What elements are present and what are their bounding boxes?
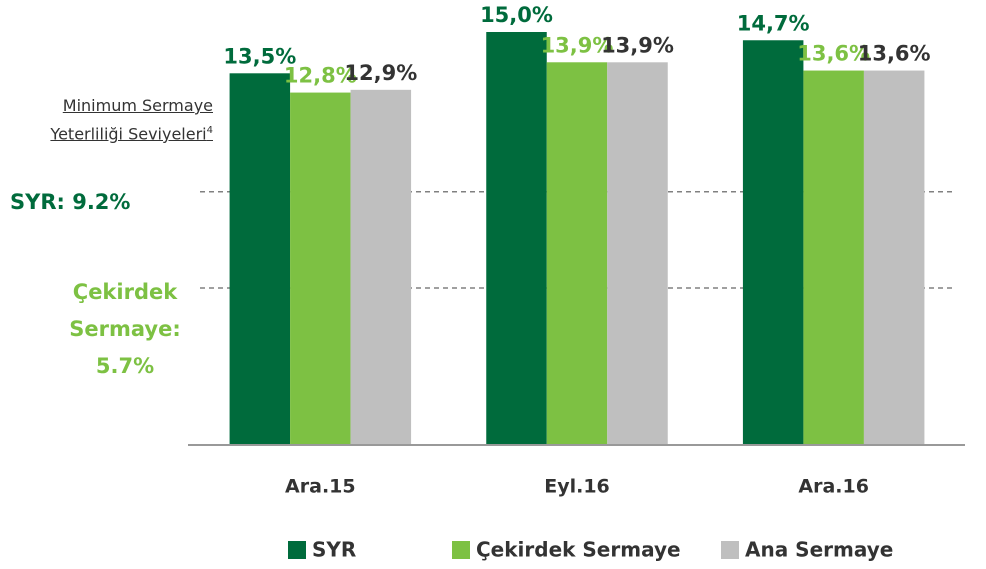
reference-label: Çekirdek Sermaye: 5.7% bbox=[69, 280, 181, 379]
legend-swatch bbox=[288, 541, 306, 559]
value-label: 14,7% bbox=[737, 11, 810, 35]
note-sup: 4 bbox=[206, 125, 213, 136]
bar bbox=[350, 89, 412, 445]
legend-label: SYR bbox=[312, 538, 356, 562]
note: Minimum Sermaye Yeterliliği Seviyeleri4 bbox=[0, 93, 213, 146]
x-tick-label: Eyl.16 bbox=[544, 476, 610, 498]
value-label: 13,9% bbox=[601, 33, 674, 57]
legend-swatch bbox=[452, 541, 470, 559]
bar bbox=[290, 92, 351, 445]
value-label: 13,9% bbox=[541, 33, 614, 57]
value-label: 13,6% bbox=[797, 42, 870, 66]
bar bbox=[546, 62, 608, 445]
value-label: 12,8% bbox=[284, 64, 357, 88]
note-text: Minimum Sermaye Yeterliliği Seviyeleri bbox=[50, 96, 213, 144]
bar bbox=[229, 73, 291, 446]
bar bbox=[863, 70, 925, 446]
bar bbox=[803, 70, 864, 446]
legend-label: Çekirdek Sermaye bbox=[476, 538, 681, 562]
legend-label: Ana Sermaye bbox=[745, 538, 893, 562]
x-tick-label: Ara.16 bbox=[798, 476, 869, 498]
x-tick-label: Ara.15 bbox=[285, 476, 356, 498]
value-label: 15,0% bbox=[480, 3, 553, 27]
value-label: 13,5% bbox=[223, 44, 296, 68]
legend-swatch bbox=[721, 541, 739, 559]
value-label: 12,9% bbox=[344, 61, 417, 85]
bar bbox=[607, 62, 668, 445]
bar bbox=[742, 40, 804, 445]
reference-label: SYR: 9.2% bbox=[10, 189, 131, 214]
bar bbox=[486, 32, 547, 445]
value-label: 13,6% bbox=[858, 42, 931, 66]
